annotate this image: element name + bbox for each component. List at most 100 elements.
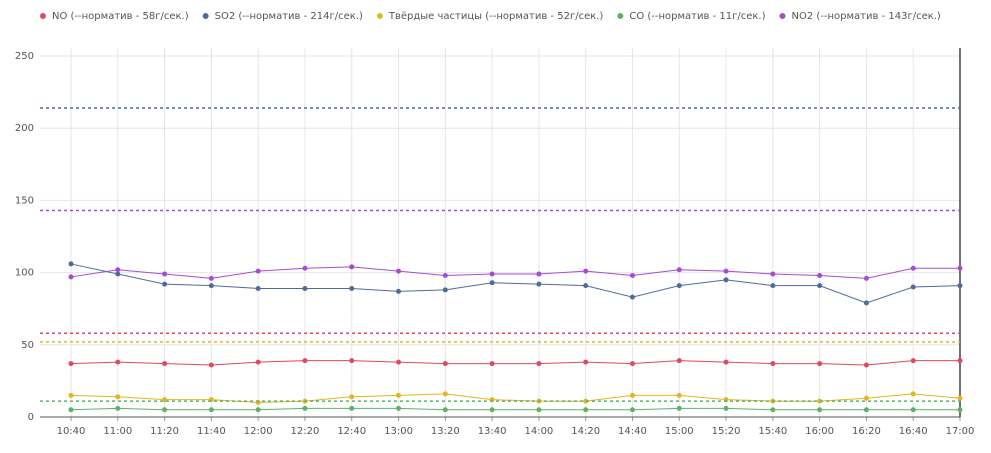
point [583,407,589,413]
point [442,272,448,278]
x-tick-label: 11:20 [150,426,179,437]
point [115,405,121,411]
x-tick-label: 14:40 [618,426,647,437]
legend-marker [202,13,209,19]
point [863,407,869,413]
point [583,283,589,289]
point [255,285,261,291]
point [349,405,355,411]
point [68,392,74,398]
point [723,277,729,283]
point [863,395,869,401]
point [442,361,448,367]
x-tick-label: 13:40 [478,426,507,437]
point [817,272,823,278]
point [349,285,355,291]
y-tick-label: 200 [15,123,34,134]
point [676,267,682,273]
legend-label: NO2 (--норматив - 143г/сек.) [791,11,940,22]
point [396,392,402,398]
point [255,359,261,365]
point [957,407,963,413]
point [208,283,214,289]
series-line [70,407,960,411]
point [583,359,589,365]
legend-marker [40,13,46,19]
point [208,362,214,368]
point [676,405,682,411]
point [863,275,869,281]
x-tick-label: 17:00 [946,426,975,437]
y-tick-label: 0 [28,412,34,423]
point [68,261,74,267]
point [536,271,542,277]
x-tick-label: 13:00 [384,426,413,437]
point [957,358,963,364]
point [910,358,916,364]
point [629,392,635,398]
point [442,287,448,293]
point [957,395,963,401]
series-line [70,266,960,279]
point [162,361,168,367]
point [349,394,355,400]
point [629,361,635,367]
point [68,407,74,413]
point [302,405,308,411]
x-tick-label: 11:40 [197,426,226,437]
point [396,405,402,411]
x-tick-label: 14:20 [571,426,600,437]
point [629,272,635,278]
point [162,407,168,413]
point [676,358,682,364]
point [536,281,542,287]
y-tick-label: 250 [15,51,34,62]
point [489,407,495,413]
legend-marker [376,13,383,19]
x-tick-label: 12:00 [244,426,273,437]
point [723,268,729,274]
y-tick-label: 150 [15,195,34,206]
point [629,407,635,413]
legend-marker [779,13,786,19]
point [489,271,495,277]
point [255,268,261,274]
point [910,284,916,290]
point [115,359,121,365]
point [115,271,121,277]
legend-label: Твёрдые частицы (--норматив - 52г/сек.) [388,11,604,22]
point [115,394,121,400]
point [162,281,168,287]
point [770,283,776,289]
point [162,397,168,403]
point [162,271,168,277]
point [442,391,448,397]
series-line [70,263,961,304]
legend-label: SO2 (--норматив - 214г/сек.) [215,11,363,22]
point [396,359,402,365]
point [723,405,729,411]
point [396,268,402,274]
y-tick-label: 50 [21,340,34,351]
x-tick-label: 15:40 [758,426,787,437]
point [910,407,916,413]
point [536,361,542,367]
point [396,288,402,294]
y-tick-label: 100 [15,268,34,279]
legend-label: CO (--норматив - 11г/сек.) [629,11,765,22]
point [770,407,776,413]
x-tick-label: 13:20 [431,426,460,437]
point [302,358,308,364]
point [629,294,635,300]
point [817,407,823,413]
point [583,268,589,274]
point [957,265,963,271]
point [723,359,729,365]
point [910,391,916,397]
x-tick-label: 15:00 [665,426,694,437]
x-tick-label: 14:00 [524,426,553,437]
point [817,361,823,367]
point [302,285,308,291]
x-tick-label: 16:00 [805,426,834,437]
point [536,407,542,413]
